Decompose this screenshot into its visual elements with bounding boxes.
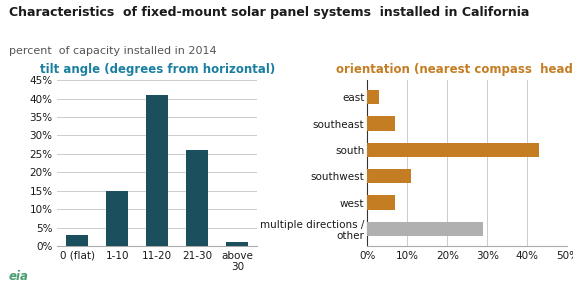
Bar xyxy=(367,222,483,236)
Bar xyxy=(367,143,539,157)
Bar xyxy=(367,90,379,104)
Text: Characteristics  of fixed-mount solar panel systems  installed in California: Characteristics of fixed-mount solar pan… xyxy=(9,6,529,19)
Bar xyxy=(367,169,411,183)
Bar xyxy=(226,242,248,246)
Bar xyxy=(146,95,168,246)
Text: eia: eia xyxy=(9,270,29,283)
Bar xyxy=(66,235,88,246)
Text: percent  of capacity installed in 2014: percent of capacity installed in 2014 xyxy=(9,46,216,56)
Bar xyxy=(367,195,395,210)
Bar xyxy=(367,116,395,131)
Bar xyxy=(107,191,128,246)
Title: tilt angle (degrees from horizontal): tilt angle (degrees from horizontal) xyxy=(40,63,275,76)
Title: orientation (nearest compass  heading): orientation (nearest compass heading) xyxy=(336,63,573,76)
Bar xyxy=(186,150,209,246)
